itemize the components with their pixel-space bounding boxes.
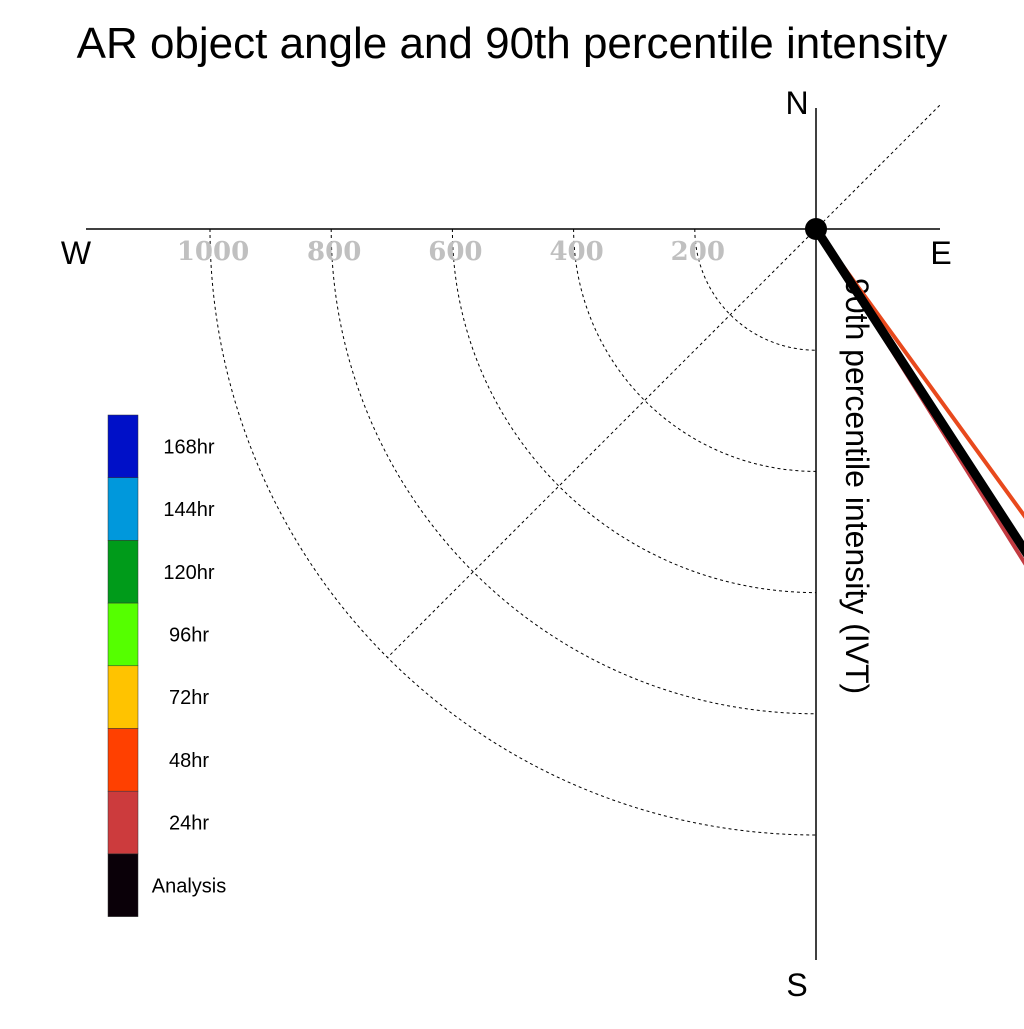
legend-swatch-analysis [107, 853, 139, 917]
range-ring-200 [694, 228, 817, 351]
legend-label-168hr: 168hr [163, 436, 214, 458]
axes-layer: N S E W 90th percentile intensity (IVT) [61, 85, 952, 1003]
radial-tick-label-1000: 1000 [177, 237, 249, 267]
legend: 168hr 144hr 120hr 96hr 72hr 48hr 24hr Analysis [107, 414, 226, 917]
legend-label-24hr: 24hr [169, 813, 209, 835]
radial-tick-label-400: 400 [549, 237, 603, 267]
legend-swatch-120hr [107, 540, 139, 604]
grid-layer [209, 104, 941, 836]
range-ring-400 [573, 228, 817, 472]
origin-marker [805, 218, 827, 240]
radial-tick-label-800: 800 [307, 237, 361, 267]
series-layer [811, 224, 1024, 566]
legend-swatch-24hr [107, 790, 139, 855]
diagonal-reference-line [387, 104, 941, 658]
tick-layer: 200 400 600 800 1000 [177, 237, 725, 267]
compass-south: S [786, 967, 807, 1003]
legend-swatch-144hr [107, 477, 139, 541]
legend-label-72hr: 72hr [169, 687, 209, 709]
compass-west: W [61, 235, 92, 271]
legend-label-48hr: 48hr [169, 750, 209, 772]
range-ring-800 [330, 228, 817, 715]
series-vector-analysis [811, 224, 1024, 558]
chart-title: AR object angle and 90th percentile inte… [77, 19, 948, 68]
legend-label-analysis: Analysis [152, 875, 226, 897]
legend-swatch-96hr [107, 602, 139, 667]
legend-label-120hr: 120hr [163, 562, 214, 584]
range-ring-600 [451, 228, 817, 594]
legend-label-96hr: 96hr [169, 624, 209, 646]
radial-axis-label: 90th percentile intensity (IVT) [839, 278, 875, 694]
legend-swatch-168hr [107, 414, 139, 478]
legend-swatch-72hr [107, 665, 139, 729]
compass-north: N [785, 85, 808, 121]
legend-label-144hr: 144hr [163, 499, 214, 521]
compass-east: E [930, 235, 951, 271]
radial-tick-label-200: 200 [671, 237, 725, 267]
radial-tick-label-600: 600 [428, 237, 482, 267]
legend-swatch-48hr [107, 728, 139, 792]
